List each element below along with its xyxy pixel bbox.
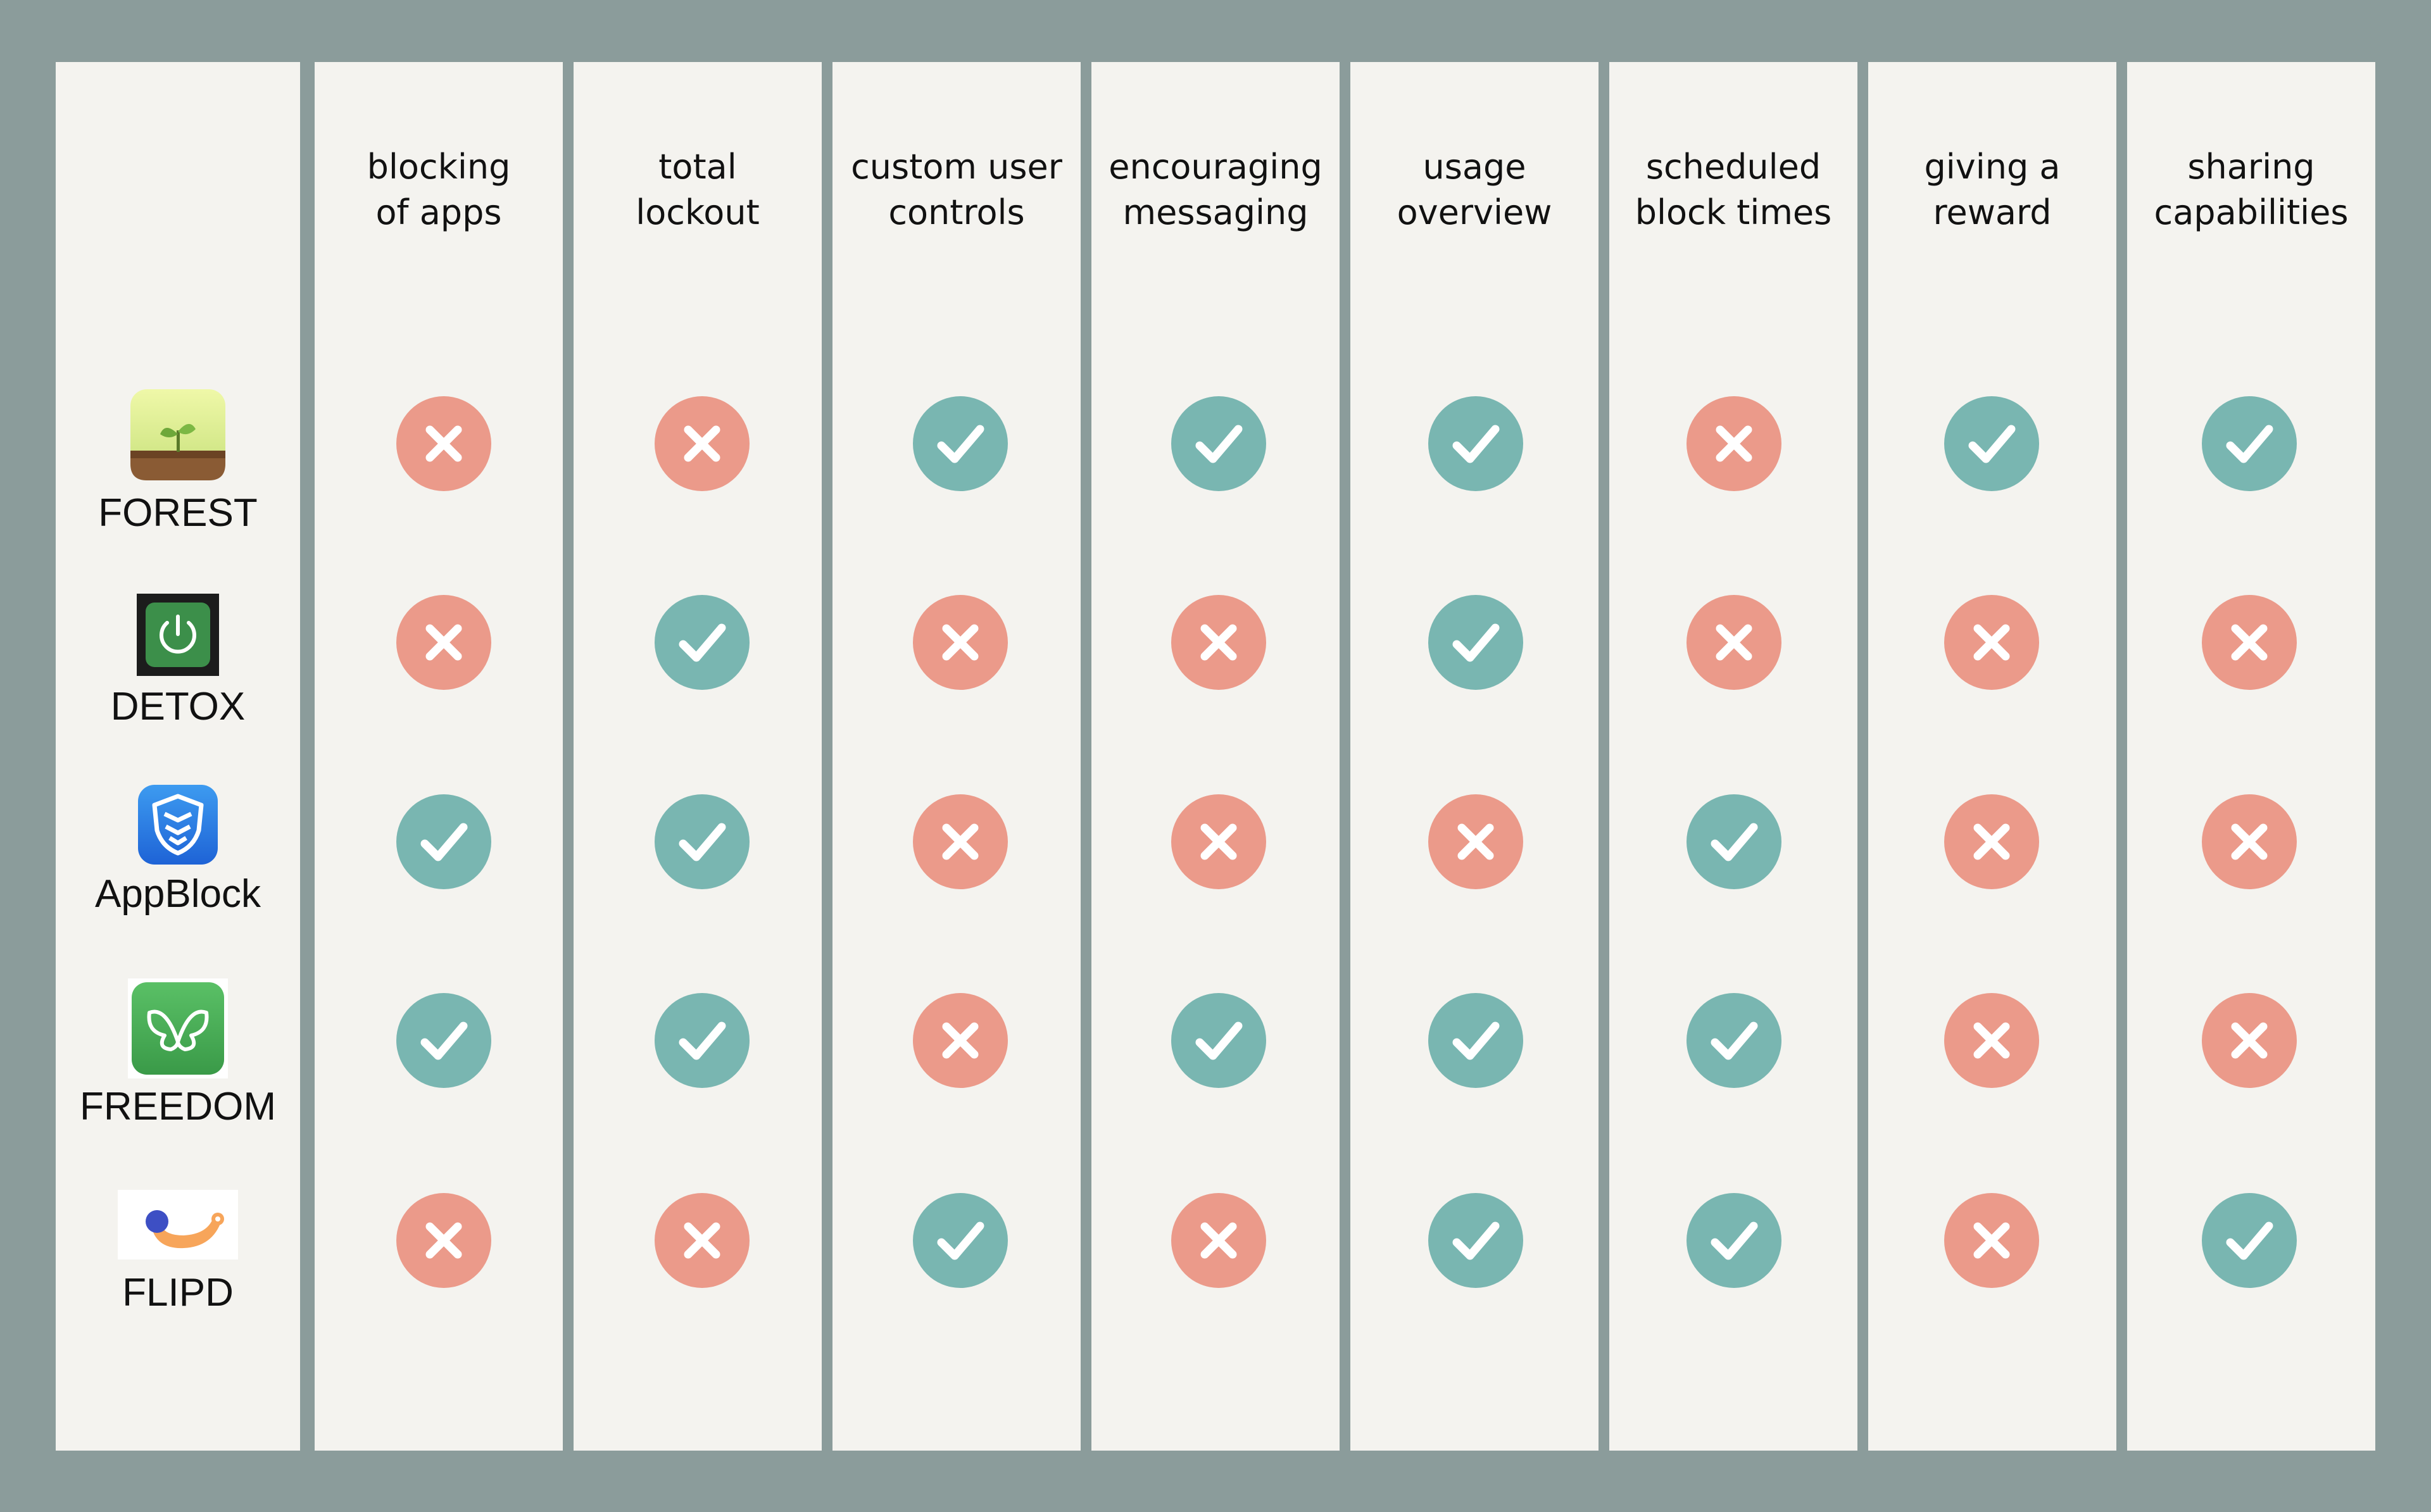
check-icon [913, 1193, 1008, 1288]
check-icon [1687, 794, 1781, 889]
check-icon [1687, 1193, 1781, 1288]
app-name: FOREST [98, 491, 258, 535]
check-icon [2202, 396, 2297, 491]
cross-icon [1428, 794, 1523, 889]
cross-icon [655, 396, 750, 491]
cross-icon [655, 1193, 750, 1288]
butterfly-icon [128, 978, 228, 1078]
cross-icon [396, 1193, 491, 1288]
app-appblock: AppBlock [56, 785, 300, 937]
check-icon [1171, 993, 1266, 1088]
check-icon [655, 595, 750, 690]
cross-icon [1171, 794, 1266, 889]
cross-icon [913, 993, 1008, 1088]
feature-header: scheduled block times [1635, 147, 1832, 232]
feature-column-1: blocking of apps [315, 62, 563, 1451]
check-icon [2202, 1193, 2297, 1288]
cross-icon [396, 396, 491, 491]
check-icon [1428, 993, 1523, 1088]
appblock-shield-icon [138, 785, 218, 865]
check-icon [1944, 396, 2039, 491]
cross-icon [1687, 595, 1781, 690]
forest-sprout-icon [129, 387, 227, 482]
check-icon [655, 993, 750, 1088]
check-icon [1428, 396, 1523, 491]
cross-icon [913, 794, 1008, 889]
cross-icon [2202, 794, 2297, 889]
check-icon [1428, 595, 1523, 690]
app-detox: DETOX [56, 594, 300, 746]
cross-icon [1171, 1193, 1266, 1288]
cross-icon [1687, 396, 1781, 491]
feature-header: sharing capabilities [2154, 147, 2349, 232]
app-flipd: FLIPD [56, 1190, 300, 1329]
feature-header: custom user controls [851, 147, 1062, 232]
check-icon [1428, 1193, 1523, 1288]
feature-header: total lockout [636, 147, 760, 232]
feature-header: giving a reward [1924, 147, 2061, 232]
cross-icon [1944, 1193, 2039, 1288]
check-icon [396, 993, 491, 1088]
cross-icon [913, 595, 1008, 690]
app-forest: FOREST [56, 387, 300, 539]
cross-icon [396, 595, 491, 690]
feature-header: usage overview [1397, 147, 1552, 232]
power-button-icon [137, 594, 219, 676]
check-icon [1687, 993, 1781, 1088]
app-name: FREEDOM [80, 1085, 276, 1128]
feature-header: encouraging messaging [1109, 147, 1322, 232]
app-name: AppBlock [95, 872, 261, 916]
cross-icon [1944, 794, 2039, 889]
check-icon [396, 794, 491, 889]
app-freedom: FREEDOM [56, 978, 300, 1130]
cross-icon [1944, 595, 2039, 690]
cross-icon [1171, 595, 1266, 690]
cross-icon [2202, 993, 2297, 1088]
check-icon [655, 794, 750, 889]
feature-header: blocking of apps [367, 147, 511, 232]
cross-icon [1944, 993, 2039, 1088]
check-icon [1171, 396, 1266, 491]
cross-icon [2202, 595, 2297, 690]
app-name: DETOX [110, 685, 246, 728]
flipd-smile-icon [118, 1190, 238, 1259]
check-icon [913, 396, 1008, 491]
app-name: FLIPD [122, 1271, 234, 1315]
